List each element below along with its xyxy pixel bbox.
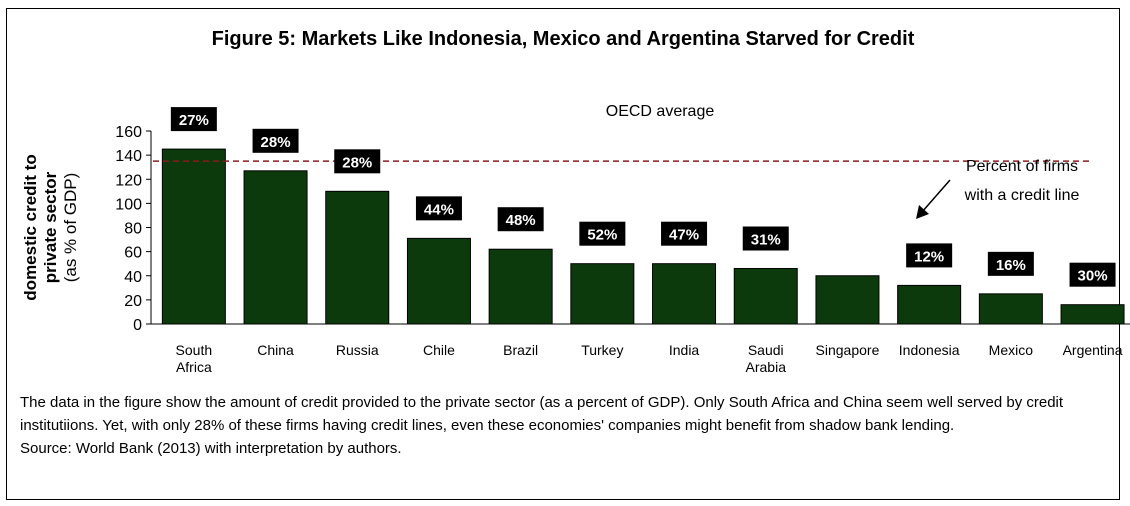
y-tick-label: 120 (115, 172, 142, 189)
firm-credit-label: 44% (415, 196, 462, 221)
label-text: 44% (424, 201, 454, 218)
annotation-arrow-shaft (921, 179, 951, 213)
firm-credit-label: 30% (1069, 262, 1116, 287)
firm-credit-label: 47% (661, 221, 708, 246)
category-label: Turkey (581, 342, 623, 358)
y-axis-title: domestic credit to private sector (as % of… (21, 154, 80, 300)
oecd-average-label: OECD average (606, 103, 715, 120)
bar (733, 268, 798, 325)
label-box (906, 243, 953, 268)
category-label: South (176, 342, 213, 358)
bar (897, 284, 962, 325)
label-text: 30% (1078, 268, 1108, 285)
annotation-arrow-head (916, 205, 929, 219)
category-label: India (669, 342, 700, 358)
label-box (415, 196, 462, 221)
label-text: 27% (179, 112, 209, 129)
category-label: Indonesia (899, 342, 960, 358)
bar (325, 190, 390, 325)
bar (815, 275, 880, 325)
label-box (987, 251, 1034, 276)
bar (978, 293, 1043, 325)
category-label: Chile (423, 342, 455, 358)
bar (406, 237, 471, 325)
category-label: Singapore (816, 342, 880, 358)
caption-text: The data in the figure show the amount o… (20, 394, 1064, 434)
y-title-subtitle: (as % of GDP) (61, 173, 80, 283)
category-label: Argentina (1063, 342, 1123, 358)
y-tick-label: 140 (115, 148, 142, 165)
category-label: Arabia (746, 359, 787, 375)
label-box (579, 221, 626, 246)
label-box (252, 128, 299, 153)
annotation-line-2: with a credit line (964, 187, 1080, 204)
label-box (497, 207, 544, 232)
category-label: Africa (176, 359, 212, 375)
category-label: Brazil (503, 342, 538, 358)
label-text: 28% (342, 154, 372, 171)
category-label: Russia (336, 342, 379, 358)
figure-caption: The data in the figure show the amount o… (20, 391, 1110, 460)
y-axis: 0 20 40 60 80 100 120 140 160 (115, 124, 1130, 334)
y-title-line-1: domestic credit to (21, 154, 40, 300)
y-tick-label: 160 (115, 124, 142, 141)
firm-credit-label: 52% (579, 221, 626, 246)
bar (652, 263, 717, 325)
label-box (334, 149, 381, 174)
y-tick-label: 20 (124, 293, 142, 310)
bar (1060, 304, 1125, 325)
label-box (661, 221, 708, 246)
firm-credit-label: 28% (252, 128, 299, 153)
y-tick-label: 80 (124, 221, 142, 238)
category-label: China (257, 342, 294, 358)
y-tick-label: 100 (115, 196, 142, 213)
bar (243, 170, 308, 325)
caption-source: Source: World Bank (2013) with interpret… (20, 440, 402, 457)
oecd-reference: OECD average (153, 103, 1092, 162)
label-box (1069, 262, 1116, 287)
label-text: 31% (751, 232, 781, 249)
label-text: 16% (996, 257, 1026, 274)
y-tick-label: 40 (124, 269, 142, 286)
label-text: 52% (587, 227, 617, 244)
firm-credit-label: 16% (987, 251, 1034, 276)
annotation-line-1: Percent of firms (966, 158, 1078, 175)
category-label: Saudi (748, 342, 784, 358)
label-text: 12% (914, 248, 944, 265)
bar (488, 248, 553, 325)
firm-credit-label: 12% (906, 243, 953, 268)
annotation: Percent of firms with a credit line (916, 158, 1079, 219)
firm-credit-label: 28% (334, 149, 381, 174)
firm-credit-labels: 27% 28% 28% 44% 48% 52% 47% 31% 12% 16% 30% (170, 107, 1116, 287)
label-text: 48% (506, 212, 536, 229)
y-tick-label: 0 (133, 317, 142, 334)
firm-credit-label: 27% (170, 107, 217, 132)
bars (161, 148, 1125, 325)
category-label: Mexico (989, 342, 1034, 358)
bar (161, 148, 226, 325)
label-text: 28% (261, 134, 291, 151)
firm-credit-label: 31% (742, 226, 789, 251)
label-text: 47% (669, 227, 699, 244)
label-box (170, 107, 217, 132)
y-tick-label: 60 (124, 245, 142, 262)
bar (570, 263, 635, 325)
firm-credit-label: 48% (497, 207, 544, 232)
y-title-line-2: private sector (41, 171, 60, 283)
label-box (742, 226, 789, 251)
chart-title: Figure 5: Markets Like Indonesia, Mexico… (211, 28, 915, 50)
